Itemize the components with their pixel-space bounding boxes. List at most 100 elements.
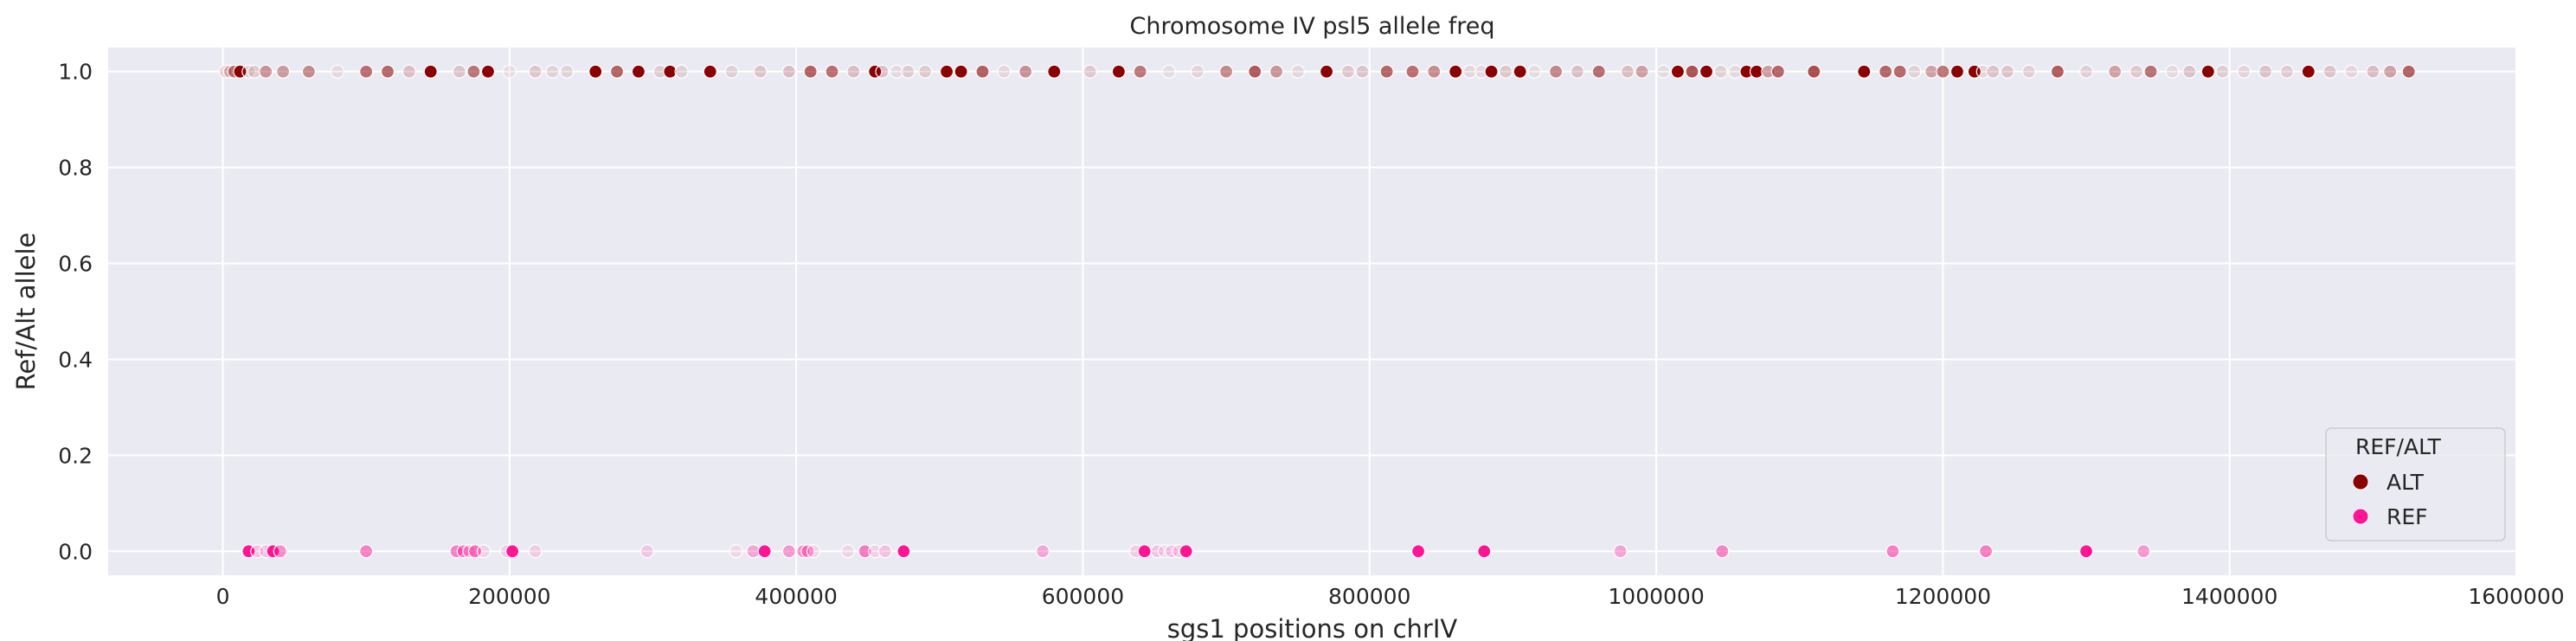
data-point-ref bbox=[1157, 544, 1172, 559]
x-tick-label: 800000 bbox=[1328, 584, 1410, 609]
y-axis-label: Ref/Alt allele bbox=[11, 233, 41, 391]
data-point-alt bbox=[2279, 64, 2295, 79]
data-point-ref bbox=[266, 544, 280, 559]
data-point-alt bbox=[423, 64, 438, 79]
data-point-alt bbox=[2344, 64, 2359, 79]
x-tick-label: 1600000 bbox=[2468, 584, 2564, 609]
data-point-alt bbox=[1620, 64, 1635, 79]
x-tick-label: 400000 bbox=[755, 584, 837, 609]
data-point-alt bbox=[1319, 64, 1334, 79]
data-point-alt bbox=[330, 64, 345, 79]
data-point-ref bbox=[806, 544, 821, 559]
data-point-alt bbox=[997, 64, 1012, 79]
legend-label-alt: ALT bbox=[2386, 470, 2425, 495]
data-point-alt bbox=[1405, 64, 1420, 79]
data-point-alt bbox=[753, 64, 768, 79]
data-point-alt bbox=[2258, 64, 2273, 79]
data-point-alt bbox=[359, 64, 374, 79]
data-points bbox=[218, 64, 2416, 559]
data-point-ref bbox=[1715, 544, 1730, 559]
data-point-ref bbox=[858, 544, 872, 559]
plot-area bbox=[108, 48, 2516, 575]
data-point-ref bbox=[868, 544, 883, 559]
data-point-ref bbox=[1410, 544, 1426, 559]
data-point-alt bbox=[1936, 64, 1950, 79]
data-point-alt bbox=[247, 64, 262, 79]
data-point-alt bbox=[2237, 64, 2252, 79]
legend: REF/ALT ALT REF bbox=[2325, 427, 2506, 542]
data-point-alt bbox=[1907, 64, 1922, 79]
legend-marker-alt bbox=[2352, 473, 2369, 490]
y-tick-label: 1.0 bbox=[58, 60, 93, 85]
data-point-ref bbox=[359, 544, 374, 559]
data-point-alt bbox=[825, 64, 839, 79]
y-tick-label: 0.6 bbox=[58, 252, 93, 277]
data-point-alt bbox=[1670, 64, 1686, 79]
x-tick-label: 1000000 bbox=[1608, 584, 1704, 609]
data-point-alt bbox=[1018, 64, 1033, 79]
data-point-alt bbox=[1591, 64, 1606, 79]
data-point-alt bbox=[2301, 64, 2316, 79]
data-point-alt bbox=[1770, 64, 1785, 79]
x-tick-label: 200000 bbox=[468, 584, 550, 609]
chart-title: Chromosome IV psl5 allele freq bbox=[1130, 13, 1495, 40]
data-point-alt bbox=[724, 64, 739, 79]
data-point-alt bbox=[452, 64, 466, 79]
data-point-alt bbox=[1950, 64, 1965, 79]
data-point-alt bbox=[1082, 64, 1097, 79]
data-point-alt bbox=[1570, 64, 1585, 79]
data-point-alt bbox=[1290, 64, 1306, 79]
data-point-alt bbox=[1857, 64, 1872, 79]
data-point-alt bbox=[2000, 64, 2015, 79]
x-axis-label: sgs1 positions on chrIV bbox=[1167, 614, 1458, 641]
legend-box bbox=[2325, 427, 2506, 542]
data-point-alt bbox=[1219, 64, 1234, 79]
x-axis-ticks: 0 200000 400000 600000 800000 1000000 1200000 1… bbox=[216, 584, 2565, 609]
data-point-ref bbox=[476, 544, 491, 559]
data-point-alt bbox=[466, 64, 481, 79]
x-tick-label: 0 bbox=[216, 584, 230, 609]
data-point-ref bbox=[1978, 544, 1994, 559]
data-point-alt bbox=[2108, 64, 2123, 79]
data-point-alt bbox=[1749, 64, 1764, 79]
data-point-ref bbox=[528, 544, 543, 559]
data-point-alt bbox=[380, 64, 395, 79]
data-point-alt bbox=[939, 64, 954, 79]
data-point-alt bbox=[1685, 64, 1699, 79]
data-point-alt bbox=[1713, 64, 1728, 79]
data-point-alt bbox=[868, 64, 883, 79]
data-point-alt bbox=[1449, 64, 1463, 79]
x-tick-label: 1400000 bbox=[2181, 584, 2277, 609]
data-point-alt bbox=[1513, 64, 1527, 79]
y-tick-label: 0.8 bbox=[58, 156, 93, 181]
data-point-alt bbox=[609, 64, 625, 79]
data-point-alt bbox=[674, 64, 689, 79]
data-point-alt bbox=[2165, 64, 2180, 79]
data-point-alt bbox=[2200, 64, 2215, 79]
data-point-ref bbox=[800, 544, 815, 559]
data-point-alt bbox=[1549, 64, 1564, 79]
data-point-alt bbox=[901, 64, 915, 79]
data-point-alt bbox=[1807, 64, 1821, 79]
data-point-alt bbox=[1190, 64, 1205, 79]
data-point-alt bbox=[2021, 64, 2036, 79]
data-point-alt bbox=[2078, 64, 2094, 79]
data-point-ref bbox=[1035, 544, 1050, 559]
data-point-ref bbox=[757, 544, 772, 559]
data-point-alt bbox=[1427, 64, 1442, 79]
data-point-alt bbox=[1484, 64, 1499, 79]
legend-title: REF/ALT bbox=[2355, 434, 2442, 459]
data-point-alt bbox=[1527, 64, 1542, 79]
data-point-alt bbox=[2182, 64, 2197, 79]
data-point-alt bbox=[1047, 64, 1062, 79]
data-point-alt bbox=[1379, 64, 1394, 79]
data-point-alt bbox=[703, 64, 717, 79]
data-point-alt bbox=[1161, 64, 1176, 79]
data-point-alt bbox=[401, 64, 416, 79]
y-axis-ticks: 0.0 0.2 0.4 0.6 0.8 1.0 bbox=[58, 60, 93, 565]
data-point-alt bbox=[2215, 64, 2230, 79]
data-point-alt bbox=[2383, 64, 2398, 79]
data-point-ref bbox=[1179, 544, 1193, 559]
data-point-alt bbox=[975, 64, 990, 79]
